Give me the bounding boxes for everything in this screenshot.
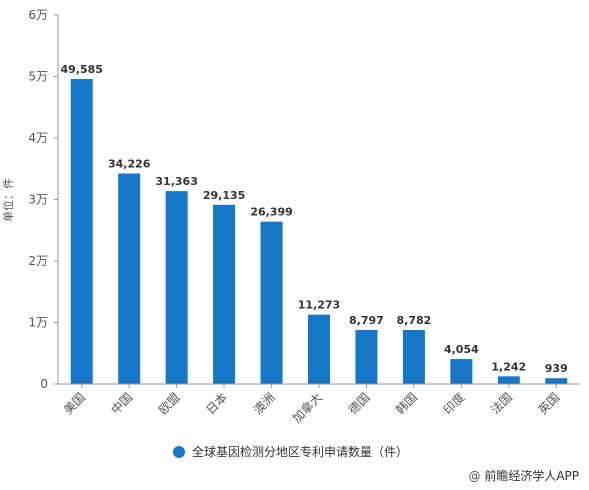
y-tick-label: 4万 <box>28 131 48 145</box>
x-tick-label: 德国 <box>345 390 373 418</box>
bar <box>118 173 141 384</box>
y-tick-label: 5万 <box>28 70 48 84</box>
bar <box>70 79 93 385</box>
x-tick-label: 韩国 <box>392 390 420 418</box>
bar <box>355 329 378 384</box>
x-tick-label: 中国 <box>108 390 136 418</box>
data-label: 8,782 <box>397 314 432 327</box>
y-tick-label: 2万 <box>28 254 48 268</box>
y-tick-label: 6万 <box>28 8 48 22</box>
x-tick-label: 澳洲 <box>251 390 278 417</box>
legend-marker <box>173 446 185 458</box>
x-axis: 美国 中国 欧盟 日本 澳洲 加拿大 德国 韩国 印度 法国 英国 <box>58 383 580 426</box>
x-tick-label: 美国 <box>61 390 88 417</box>
bar <box>213 204 236 384</box>
data-label: 34,226 <box>108 158 151 171</box>
bars: 49,585 34,226 31,363 29,135 26,399 11,273 8,79… <box>61 63 568 385</box>
data-label: 11,273 <box>298 299 340 312</box>
legend: 全球基因检测分地区专利申请数量（件） <box>173 444 408 459</box>
x-tick-label: 加拿大 <box>289 390 325 426</box>
data-label: 4,054 <box>444 343 479 356</box>
x-tick-label: 日本 <box>203 390 230 417</box>
credit-at-symbol: @ <box>468 469 481 483</box>
credit-text: 前瞻经济学人APP <box>484 469 579 483</box>
data-label: 29,135 <box>203 189 245 202</box>
y-tick-label: 3万 <box>28 193 48 207</box>
bar <box>450 359 473 384</box>
legend-label: 全球基因检测分地区专利申请数量（件） <box>192 444 408 459</box>
x-tick-label: 欧盟 <box>156 390 183 417</box>
bar <box>260 221 283 384</box>
data-label: 49,585 <box>61 63 103 76</box>
x-tick-label: 印度 <box>440 390 468 418</box>
data-label: 8,797 <box>349 314 384 327</box>
bar <box>308 314 330 384</box>
y-axis: 0 1万 2万 3万 4万 5万 6万 <box>28 8 59 391</box>
y-axis-title: 单位：件 <box>1 178 15 222</box>
bar <box>545 378 568 384</box>
bar <box>497 376 520 384</box>
x-tick-label: 英国 <box>536 390 563 417</box>
bar <box>165 191 188 384</box>
source-credit: @ 前瞻经济学人APP <box>468 467 579 484</box>
data-label: 31,363 <box>155 175 197 188</box>
bar <box>402 329 425 384</box>
data-label: 939 <box>545 362 568 375</box>
x-tick-label: 法国 <box>488 390 515 417</box>
y-tick-label: 0 <box>40 377 48 391</box>
data-label: 26,399 <box>250 206 292 219</box>
y-tick-label: 1万 <box>28 316 48 330</box>
data-label: 1,242 <box>491 360 526 373</box>
